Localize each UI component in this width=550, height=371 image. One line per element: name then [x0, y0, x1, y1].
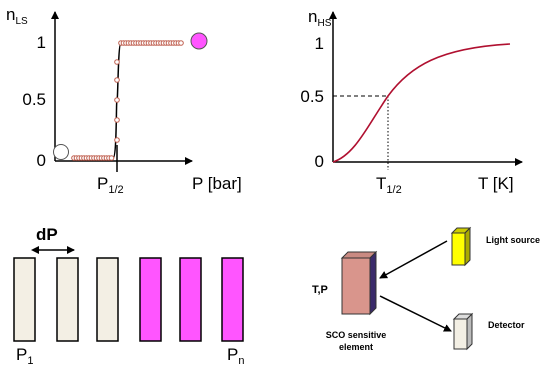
element-label: SCO sensitive	[326, 330, 387, 340]
step-label: dP	[36, 225, 58, 244]
detector-side	[466, 312, 473, 351]
data-point	[108, 155, 115, 161]
arrow-in	[379, 240, 448, 279]
data-point	[114, 59, 120, 65]
element-side	[369, 250, 377, 316]
x-marker-label: P1/2	[97, 174, 124, 196]
curve	[332, 43, 511, 163]
y-tick-label: 1	[37, 33, 46, 52]
plot-right: nHS 1 0.5 0 T1/2 T [K]	[300, 7, 523, 196]
cell	[179, 257, 202, 342]
x-label: T [K]	[478, 174, 514, 193]
last-label: Pn	[227, 345, 244, 367]
element-label: element	[339, 342, 373, 352]
y-tick-label: 0.5	[22, 90, 46, 109]
y-tick-label: 0	[37, 151, 46, 170]
data-point	[178, 40, 184, 46]
data-point	[114, 77, 120, 83]
cell	[56, 257, 79, 342]
source-front	[451, 232, 466, 266]
y-tick-label: 0	[315, 152, 324, 171]
y-tick-label: 1	[315, 34, 324, 53]
state-empty	[53, 144, 69, 160]
y-label: nHS	[308, 7, 332, 29]
y-label: nLS	[6, 5, 28, 27]
detector-label: Detector	[488, 320, 525, 330]
source-label: Light source	[486, 235, 540, 245]
setup: Light source T,P SCO sensitive element D…	[312, 226, 540, 352]
state-full	[190, 32, 208, 50]
cell	[221, 257, 244, 342]
curve	[75, 42, 182, 159]
cell	[139, 257, 162, 342]
pressure-cells: dP P1 Pn	[13, 225, 244, 367]
cell	[96, 257, 119, 342]
plot-left: nLS 1 0.5 0 P1/2 P [bar]	[6, 5, 242, 196]
detector-front	[453, 318, 468, 350]
x-label: P [bar]	[192, 174, 242, 193]
y-tick-label: 0.5	[300, 87, 324, 106]
source-side	[464, 226, 471, 267]
data-point	[114, 97, 120, 103]
data-points	[71, 40, 184, 161]
conditions-label: T,P	[312, 284, 328, 296]
arrow-out	[379, 295, 452, 332]
x-marker-label: T1/2	[376, 174, 402, 196]
element-front	[341, 257, 371, 315]
first-label: P1	[16, 345, 33, 367]
data-point	[114, 137, 120, 143]
data-point	[114, 117, 120, 123]
cell	[13, 257, 36, 342]
